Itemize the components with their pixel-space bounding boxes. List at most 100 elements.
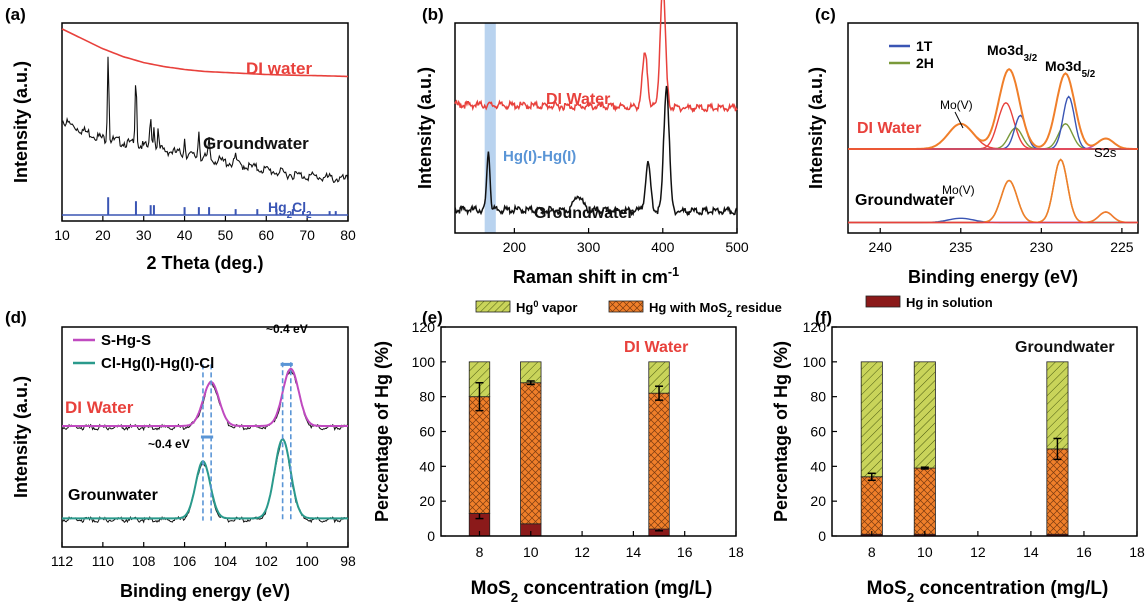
legend-label-solution: Hg in solution (906, 295, 993, 310)
y-tick-label: 20 (810, 493, 826, 509)
label-shift-gw: ~0.4 eV (148, 437, 190, 451)
x-tick-label: 12 (970, 544, 986, 560)
x-axis-label: Binding energy (eV) (908, 267, 1078, 287)
panel-f: (f) 8 10 12 14 16 18 0 20 40 60 80 100 120 MoS2 concen… (771, 308, 1145, 604)
x-tick-label: 12 (574, 544, 590, 560)
label-groundwater: Grounwater (68, 487, 158, 504)
plot-frame (454, 22, 738, 234)
raw-gw (61, 438, 349, 524)
condition-label: DI Water (624, 339, 688, 356)
plot-frame (61, 326, 349, 548)
bar-hg-residue (520, 382, 542, 525)
x-axis-label: Raman shift in cm-1 (513, 265, 679, 287)
fit-envelope-gw (848, 158, 1138, 224)
legend-label: 2H (916, 55, 934, 71)
panel-label: (b) (422, 5, 444, 24)
y-tick-label: 100 (803, 354, 827, 370)
x-tick-label: 18 (728, 544, 744, 560)
legend-swatch-solution (865, 295, 901, 308)
series-line-di-water (454, 0, 738, 114)
bar-hg-vapor (520, 361, 542, 384)
panel-d: (d) 112 110 108 106 104 102 100 98 Binding energy… (5, 308, 356, 601)
label-di-water: DI Water (65, 398, 134, 417)
plot-frame (847, 22, 1139, 234)
legend-label-vapor: Hg0 vapor (516, 299, 577, 315)
x-axis-label: MoS2 concentration (mg/L) (867, 578, 1109, 604)
bar-hg-residue (860, 476, 883, 535)
label-groundwater: Groundwater (203, 134, 309, 153)
x-axis-label: MoS2 concentration (mg/L) (471, 578, 713, 604)
y-tick-label: 40 (419, 458, 435, 474)
legend-label: 1T (916, 38, 933, 54)
series-line-di-water (61, 28, 349, 78)
x-tick-label: 300 (577, 239, 601, 255)
condition-label: Groundwater (1015, 339, 1115, 356)
y-axis-label: Percentage of Hg (%) (372, 341, 392, 522)
x-tick-label: 102 (255, 553, 279, 569)
x-tick-label: 200 (503, 239, 527, 255)
x-tick-label: 10 (917, 544, 933, 560)
x-tick-label: 98 (340, 553, 356, 569)
x-tick-label: 8 (476, 544, 484, 560)
panel-a: (a) 10 20 30 40 50 60 70 80 2 Theta (deg.) Intensi… (5, 5, 356, 273)
x-tick-label: 112 (51, 553, 74, 569)
y-tick-label: 60 (810, 424, 826, 440)
series-line-groundwater (61, 56, 349, 184)
label-hg2cl2: Hg2Cl2 (268, 199, 312, 221)
y-axis-label: Percentage of Hg (%) (771, 341, 791, 522)
legend-swatch-vapor (475, 300, 511, 313)
series-line-groundwater (454, 85, 738, 217)
bar-hg-residue (468, 396, 491, 514)
bar-hg-residue (648, 392, 670, 530)
x-tick-label: 70 (299, 227, 315, 243)
label-mo3d52: Mo3d5/2 (1045, 58, 1096, 80)
x-tick-label: 14 (1023, 544, 1039, 560)
x-tick-label: 30 (136, 227, 152, 243)
highlight-band (484, 23, 496, 233)
x-tick-label: 16 (677, 544, 693, 560)
y-axis-label: Intensity (a.u.) (11, 376, 31, 498)
x-tick-label: 500 (725, 239, 749, 255)
label-groundwater: Groundwater (855, 192, 955, 209)
x-tick-label: 10 (523, 544, 539, 560)
x-tick-label: 235 (949, 239, 973, 255)
panel-label: (e) (422, 308, 443, 327)
y-tick-label: 100 (412, 354, 436, 370)
x-tick-label: 80 (340, 227, 356, 243)
y-axis-label: Intensity (a.u.) (415, 67, 435, 189)
y-axis-label: Intensity (a.u.) (806, 67, 826, 189)
x-tick-label: 20 (95, 227, 111, 243)
bar-legend: Hg0 vapor Hg with MoS2 residue Hg in solut… (475, 295, 993, 319)
x-tick-label: 16 (1076, 544, 1092, 560)
bar-hg-residue (913, 467, 936, 535)
x-tick-label: 230 (1030, 239, 1054, 255)
label-mo-v-gw: Mo(V) (942, 183, 975, 197)
y-tick-label: 60 (419, 424, 435, 440)
x-tick-label: 104 (214, 553, 238, 569)
fit-s-hg-s-di (62, 367, 348, 427)
plot-frame (61, 22, 349, 222)
x-tick-label: 60 (258, 227, 274, 243)
label-di-water: DI Water (857, 120, 921, 137)
panel-label: (c) (815, 5, 836, 24)
x-tick-label: 8 (868, 544, 876, 560)
bar-hg-vapor (913, 361, 936, 469)
legend-swatch-residue (608, 300, 644, 313)
bar-hg-vapor (860, 361, 883, 478)
y-tick-label: 0 (427, 528, 435, 544)
y-tick-label: 20 (419, 493, 435, 509)
panel-e: (e) 8 10 12 14 16 18 0 20 40 60 80 100 120 MoS2 concen… (372, 308, 744, 604)
label-di-water: DI water (246, 59, 313, 78)
fit-cl-hg-gw (62, 437, 348, 520)
x-axis-label: Binding energy (eV) (120, 581, 290, 601)
x-axis-label: 2 Theta (deg.) (146, 253, 263, 273)
pointer-line (954, 111, 964, 129)
x-tick-label: 108 (132, 553, 156, 569)
x-tick-label: 18 (1129, 544, 1145, 560)
panel-label: (f) (815, 308, 832, 327)
legend-label: Cl-Hg(I)-Hg(I)-Cl (101, 355, 214, 372)
x-tick-label: 106 (173, 553, 197, 569)
label-mo-v-di: Mo(V) (940, 98, 973, 112)
panel-c: (c) 240 235 230 225 Binding energy (eV) Intens… (806, 5, 1139, 287)
